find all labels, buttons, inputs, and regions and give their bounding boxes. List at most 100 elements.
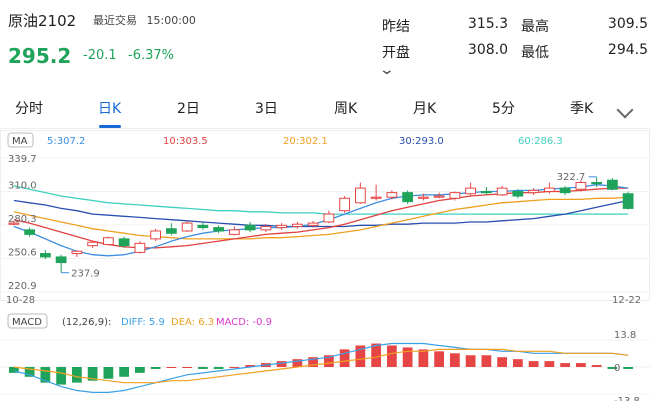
macd-bar <box>119 367 130 377</box>
candle-body <box>213 227 225 232</box>
price-tick-label: 220.9 <box>8 281 37 292</box>
macd-lines <box>13 342 629 393</box>
macd-axis: 13.8 0 -13.8 <box>614 330 640 401</box>
ma10-legend: 10:303.5 <box>163 136 208 147</box>
candle-body <box>291 223 303 227</box>
last-price: 295.2 <box>8 44 72 68</box>
ma30-legend: 30:293.0 <box>399 136 444 147</box>
ma5-legend: 5:307.2 <box>47 136 85 147</box>
expand-chevron-icon[interactable]: ⌄ <box>378 62 396 78</box>
quote-name: 原油2102 <box>8 12 77 30</box>
macd-legend: MACD (12,26,9): DIFF: 5.9 DEA: 6.3 MACD:… <box>7 313 272 329</box>
candle-body <box>118 238 130 247</box>
tab-daily-k[interactable]: 日K <box>98 101 122 117</box>
ma60-legend: 60:286.3 <box>518 136 563 147</box>
candle-body <box>244 224 256 231</box>
macd-bar <box>213 367 224 369</box>
candle-body <box>559 187 571 194</box>
macd-bar <box>449 353 460 367</box>
diff-line <box>13 342 629 393</box>
macd-tick-label: -13.8 <box>614 396 640 401</box>
tab-5min[interactable]: 5分 <box>492 101 515 117</box>
candle-body <box>606 179 618 190</box>
candle-body <box>575 181 587 190</box>
ma10-line <box>13 187 629 249</box>
macd-bar <box>245 365 256 367</box>
x-axis-end: 12-22 <box>612 295 641 306</box>
candle-body <box>386 192 398 198</box>
stat-label-high: 最高 <box>521 19 549 35</box>
price-change-pct: -6.37% <box>128 48 174 63</box>
macd-bar <box>40 367 51 383</box>
tab-intraday[interactable]: 分时 <box>15 101 43 117</box>
macd-bar <box>229 367 240 368</box>
candle-body <box>307 222 319 226</box>
candle-body <box>181 222 193 232</box>
ma-lines <box>13 184 629 257</box>
candle-body <box>417 196 429 199</box>
macd-bar <box>575 363 586 367</box>
stat-label-open: 开盘 <box>382 45 410 61</box>
macd-bar <box>465 355 476 367</box>
price-tick-label: 339.7 <box>8 154 37 165</box>
macd-bar <box>182 367 193 368</box>
tab-quarterly-k[interactable]: 季K <box>570 101 594 117</box>
candle-body <box>622 193 634 209</box>
tab-2day[interactable]: 2日 <box>177 101 200 117</box>
candle-body <box>165 228 177 234</box>
ma20-line <box>13 196 629 240</box>
ma-legend-title: MA <box>12 136 28 147</box>
macd-bar <box>386 345 397 367</box>
candle-body <box>197 224 209 229</box>
macd-bar <box>607 367 618 369</box>
macd-bar <box>497 357 508 367</box>
macd-bar <box>71 367 82 383</box>
macd-bar <box>528 361 539 367</box>
candle-body <box>39 253 51 258</box>
candle-body <box>480 191 492 194</box>
candle-body <box>591 181 603 185</box>
price-tick-label: 280.3 <box>8 214 37 225</box>
recent-trade-time: 15:00:00 <box>146 14 196 27</box>
macd-bar <box>276 361 287 367</box>
stat-value-low: 294.5 <box>607 42 648 58</box>
ma20-legend: 20:302.1 <box>283 136 328 147</box>
macd-bar <box>560 363 571 367</box>
candles <box>8 176 634 273</box>
price-change: -20.1 <box>83 48 117 63</box>
candle-body <box>402 192 414 203</box>
candle-body <box>102 237 114 246</box>
tab-monthly-k[interactable]: 月K <box>413 101 437 117</box>
tab-3day[interactable]: 3日 <box>255 101 278 117</box>
dea-line <box>13 348 629 384</box>
macd-bar <box>371 343 382 367</box>
price-tick-label: 250.6 <box>8 248 37 259</box>
price-tick-label: 310.0 <box>8 181 37 192</box>
candle-body <box>449 192 461 199</box>
tab-weekly-k[interactable]: 周K <box>334 101 358 117</box>
candle-body <box>24 229 36 235</box>
macd-bar <box>402 347 413 367</box>
candle-body <box>528 189 540 194</box>
macd-tick-label: 0 <box>614 363 620 374</box>
period-tabs: 分时 日K 2日 3日 周K 月K 5分 季K <box>0 92 650 129</box>
more-tabs-chevron-icon[interactable] <box>616 101 634 119</box>
macd-bar <box>8 367 19 373</box>
stat-value-high: 309.5 <box>607 16 648 32</box>
macd-bar <box>103 367 114 379</box>
macd-bar <box>197 367 208 369</box>
ma-legend: MA 5:307.2 10:303.5 20:302.1 30:293.0 60… <box>7 132 563 148</box>
stat-value-prev-settle: 315.3 <box>467 16 508 32</box>
candle-body <box>8 222 20 225</box>
candle-body <box>134 242 146 253</box>
candle-body <box>87 241 99 247</box>
macd-params: (12,26,9): <box>62 317 111 328</box>
candle-body <box>354 187 366 204</box>
candle-body <box>228 229 240 235</box>
ma30-line <box>13 199 629 228</box>
kline-chart[interactable]: MA 5:307.2 10:303.5 20:302.1 30:293.0 60… <box>0 128 650 401</box>
macd-bar <box>323 355 334 367</box>
candle-body <box>150 230 162 240</box>
price-annotations: 322.7 237.9 <box>61 172 597 280</box>
macd-legend-title: MACD <box>12 317 42 328</box>
